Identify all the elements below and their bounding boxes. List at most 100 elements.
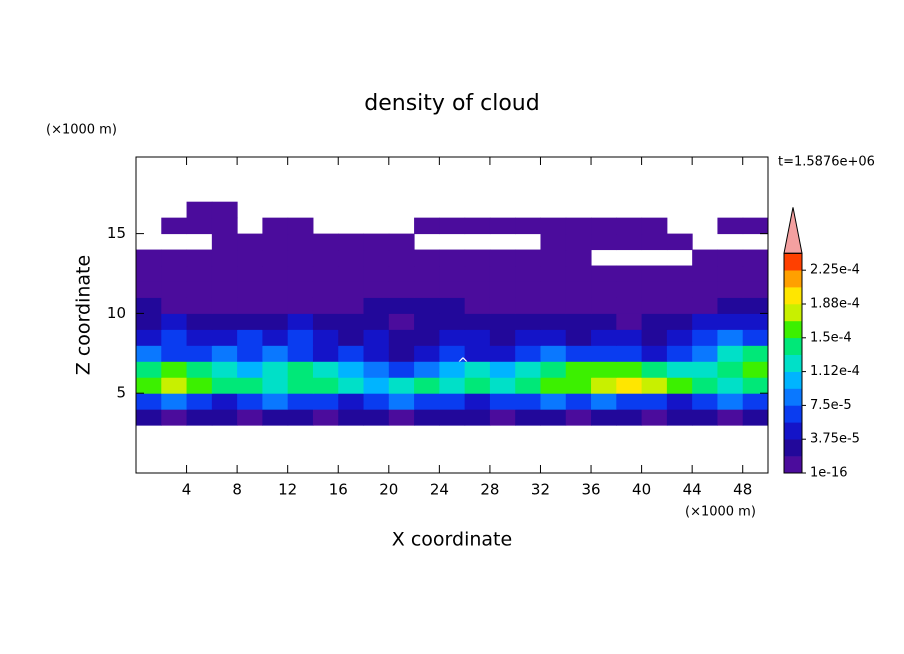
contour-cell — [616, 393, 643, 410]
colorbar-band — [784, 337, 802, 355]
contour-cell — [388, 249, 415, 267]
x-tick-label: 32 — [531, 481, 550, 499]
contour-cell — [338, 377, 365, 394]
contour-cell — [338, 297, 365, 314]
time-label: t=1.5876e+06 — [778, 155, 875, 170]
colorbar-band — [784, 388, 802, 406]
contour-cell — [591, 217, 617, 235]
contour-cell — [565, 249, 592, 267]
colorbar-band — [784, 354, 802, 372]
contour-cell — [515, 377, 541, 394]
contour-cell — [161, 361, 188, 378]
contour-cell — [237, 297, 263, 314]
contour-cell — [414, 345, 440, 362]
contour-cell — [616, 329, 643, 346]
contour-cell — [439, 265, 466, 282]
contour-cell — [262, 265, 289, 282]
contour-cell — [616, 281, 643, 298]
contour-cell — [414, 329, 440, 346]
contour-cell — [540, 249, 567, 267]
contour-cell — [439, 409, 466, 426]
contour-cell — [237, 249, 263, 267]
contour-cell — [186, 409, 213, 426]
contour-cell — [591, 329, 617, 346]
contour-cell — [692, 345, 718, 362]
contour-cell — [515, 313, 541, 330]
contour-cell — [186, 265, 213, 282]
contour-cell — [742, 361, 769, 378]
contour-cell — [363, 313, 390, 330]
contour-cell — [641, 409, 668, 426]
contour-cell — [540, 409, 567, 426]
contour-cell — [363, 233, 390, 251]
contour-cell — [237, 361, 263, 378]
contour-cell — [363, 361, 390, 378]
contour-cell — [161, 345, 188, 362]
contour-cell — [742, 409, 769, 426]
contour-cell — [489, 281, 516, 298]
contour-cell — [464, 409, 491, 426]
contour-cell — [414, 409, 440, 426]
contour-cell — [515, 409, 541, 426]
contour-cell — [489, 361, 516, 378]
contour-cell — [616, 409, 643, 426]
x-axis-label: X coordinate — [392, 529, 512, 551]
contour-cell — [439, 217, 466, 235]
contour-cell — [211, 377, 238, 394]
contour-cell — [388, 313, 415, 330]
contour-cell — [363, 329, 390, 346]
plot-frame — [135, 156, 769, 474]
contour-cell — [692, 393, 718, 410]
contour-cell — [136, 409, 162, 426]
contour-cell — [464, 313, 491, 330]
contour-cell — [287, 329, 314, 346]
contour-cell — [717, 265, 744, 282]
colorbar-tick-label: 7.5e-5 — [810, 398, 852, 413]
contour-cell — [312, 409, 339, 426]
contour-cell — [388, 265, 415, 282]
contour-cell — [287, 249, 314, 267]
contour-cell — [515, 249, 541, 267]
contour-cell — [565, 345, 592, 362]
contour-cell — [540, 265, 567, 282]
contour-cell — [186, 329, 213, 346]
contour-cell — [540, 297, 567, 314]
contour-cell — [591, 281, 617, 298]
contour-cell — [237, 281, 263, 298]
contour-cell — [287, 265, 314, 282]
x-tick-label: 20 — [379, 481, 398, 499]
contour-cell — [136, 265, 162, 282]
contour-cell — [616, 313, 643, 330]
contour-cell — [666, 409, 693, 426]
colorbar-band — [784, 405, 802, 423]
contour-cell — [692, 361, 718, 378]
annotation: ^ — [457, 356, 469, 372]
x-tick-label: 44 — [683, 481, 702, 499]
contour-cell — [211, 345, 238, 362]
contour-cell — [312, 361, 339, 378]
contour-cell — [363, 345, 390, 362]
contour-cell — [363, 265, 390, 282]
contour-cell — [717, 329, 744, 346]
contour-cell — [388, 233, 415, 251]
contour-cell — [388, 329, 415, 346]
contour-cell — [161, 329, 188, 346]
contour-cell — [287, 297, 314, 314]
colorbar-frame — [783, 252, 803, 474]
contour-cell — [565, 233, 592, 251]
contour-cell — [641, 217, 668, 235]
contour-cell — [641, 329, 668, 346]
contour-cell — [540, 313, 567, 330]
x-tick-label: 36 — [581, 481, 600, 499]
contour-cell — [692, 265, 718, 282]
contour-cell — [641, 265, 668, 282]
contour-cell — [515, 393, 541, 410]
contour-cell — [287, 361, 314, 378]
contour-cell — [211, 217, 238, 235]
x-tick-label: 12 — [278, 481, 297, 499]
contour-cell — [338, 409, 365, 426]
contour-cell — [565, 393, 592, 410]
contour-cell — [540, 393, 567, 410]
contour-cell — [287, 233, 314, 251]
contour-cell — [692, 281, 718, 298]
